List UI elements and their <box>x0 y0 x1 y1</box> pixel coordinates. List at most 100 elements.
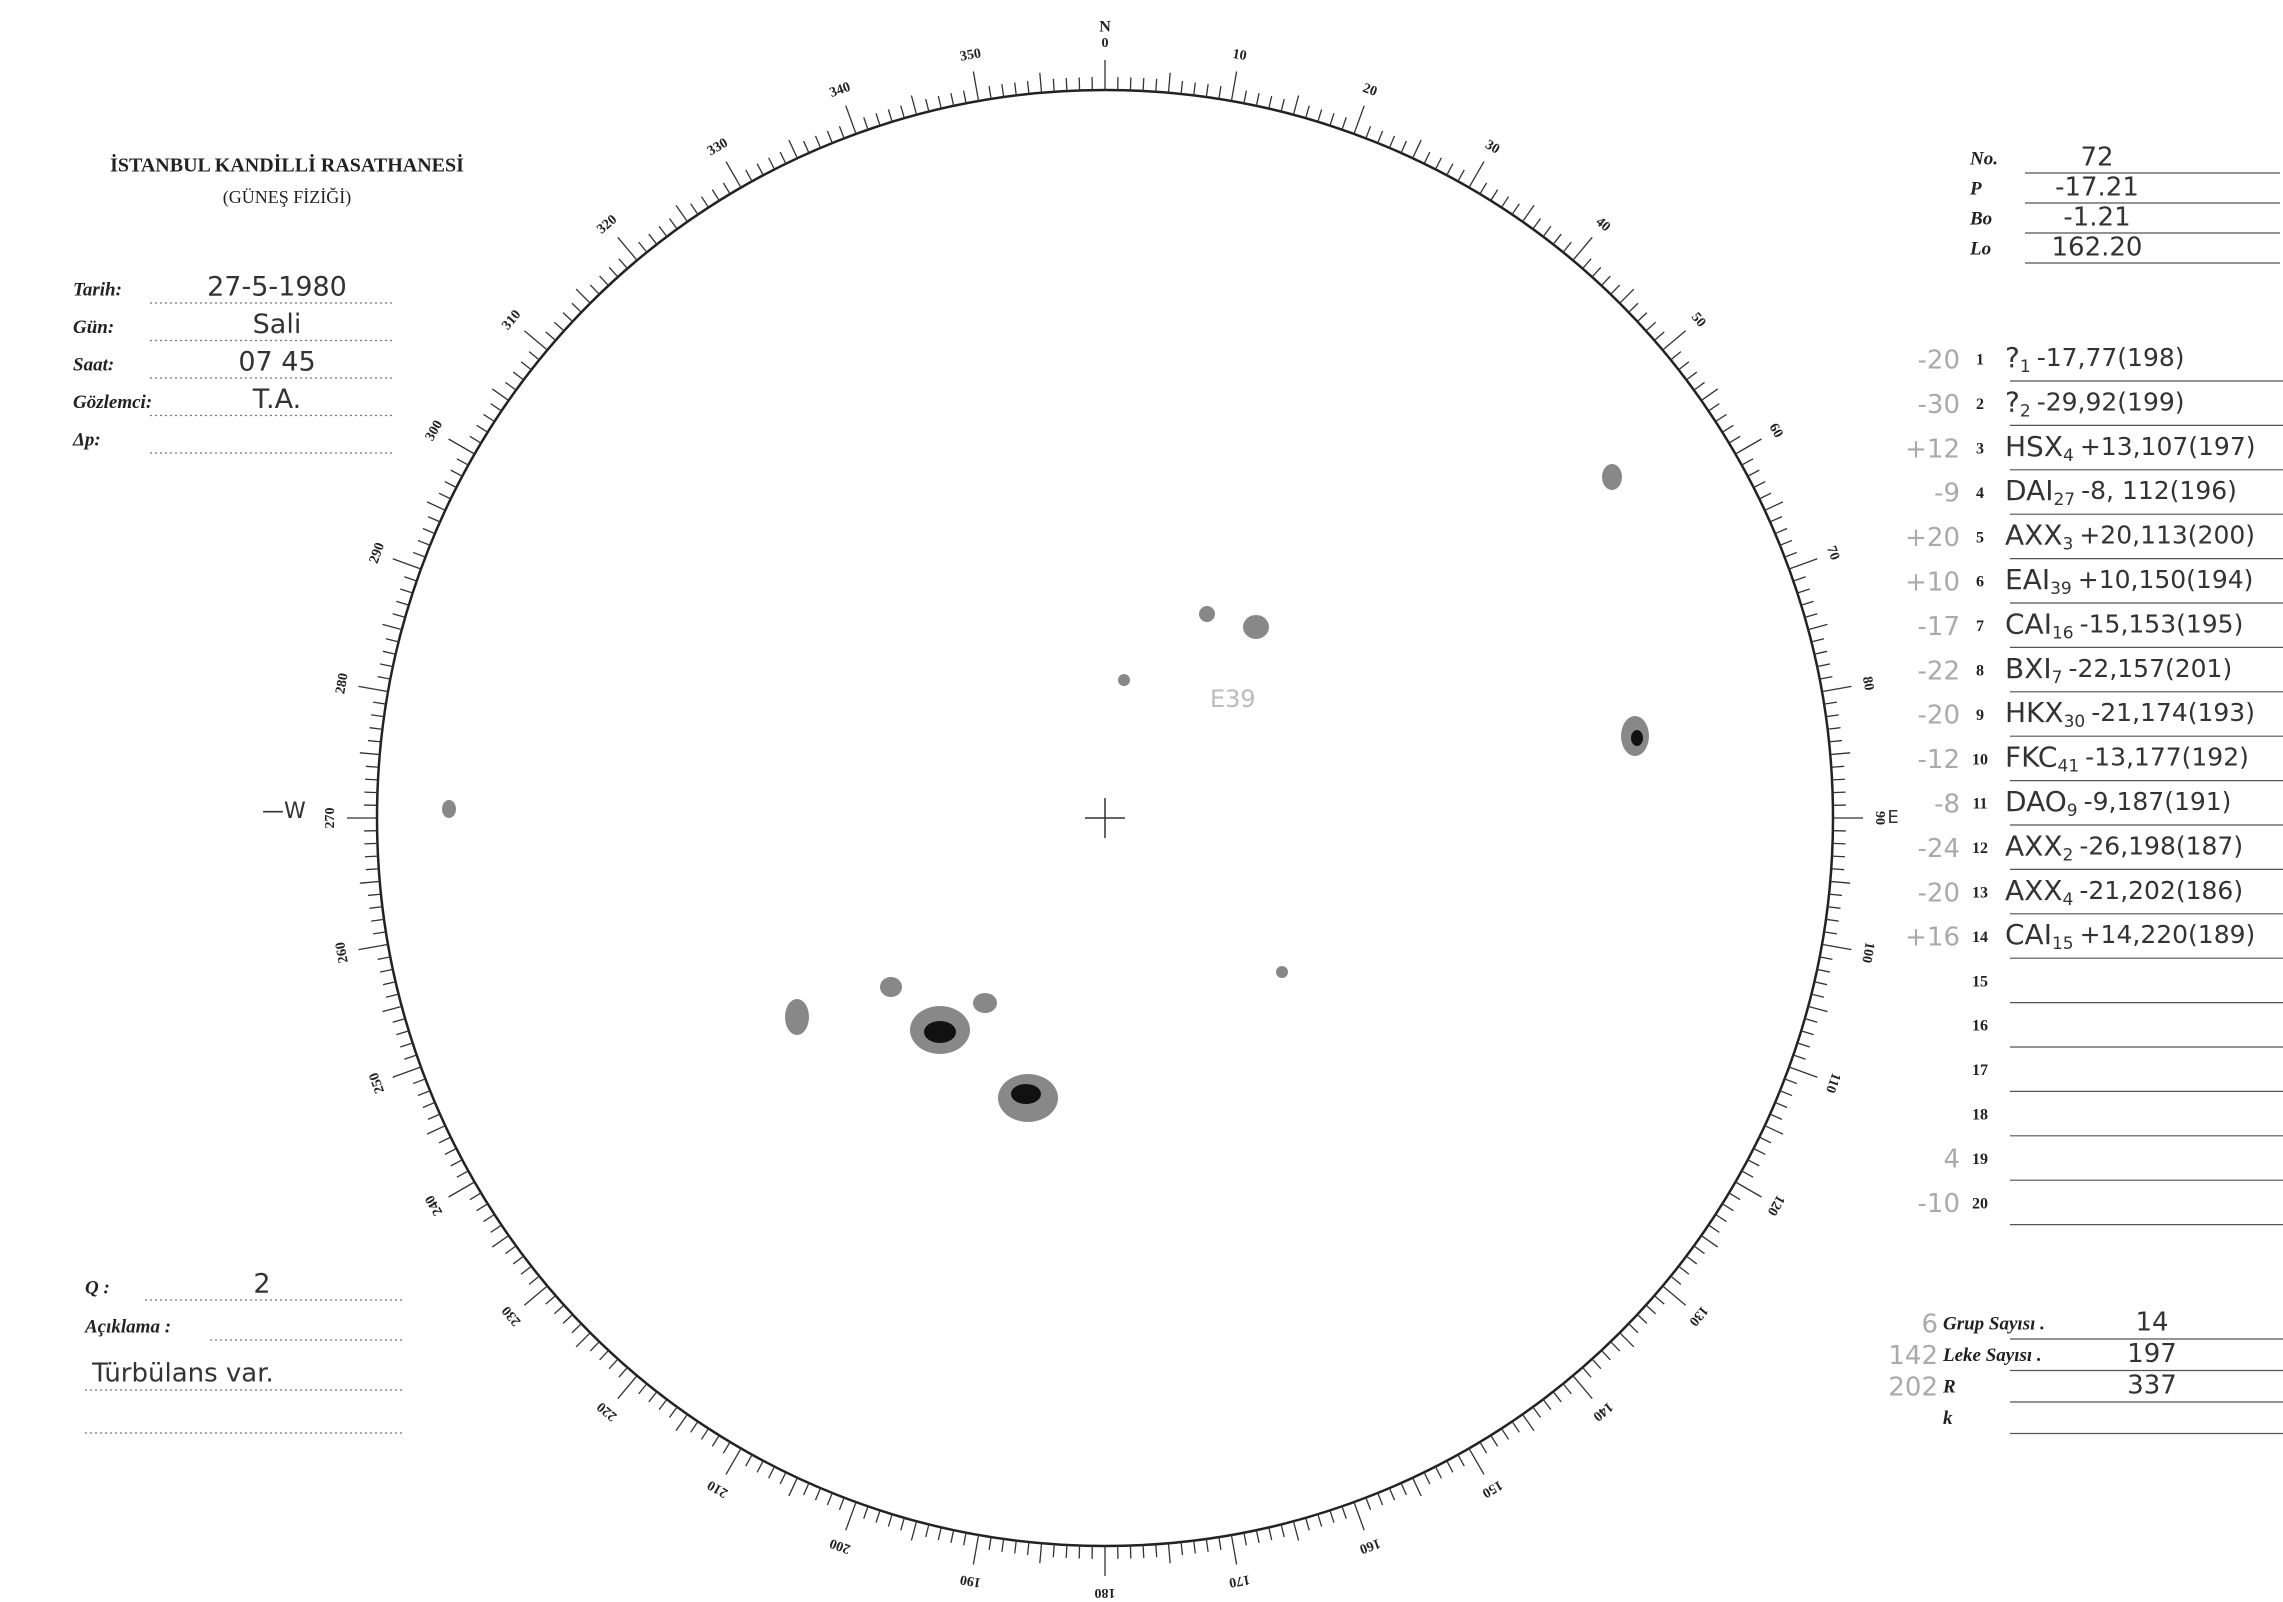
dial-tick <box>1446 1460 1454 1473</box>
dial-tick <box>1601 1349 1611 1361</box>
dial-tick <box>426 1125 446 1135</box>
group-no: 17 <box>1972 1062 1988 1079</box>
dial-tick <box>490 403 502 412</box>
dial-tick <box>863 1506 869 1519</box>
group-entry: DAO9 -9,187(191) <box>2005 785 2231 821</box>
dial-label: 160 <box>1357 1535 1382 1556</box>
group-no: 16 <box>1972 1018 1988 1035</box>
dial-tick <box>369 906 383 909</box>
dial-tick <box>599 275 609 287</box>
group-name: CAI <box>2005 918 2052 951</box>
dial-tick <box>1814 981 1828 986</box>
total-margin: 6 <box>1921 1310 1938 1340</box>
dial-tick <box>1811 993 1825 998</box>
dial-tick <box>1468 161 1485 188</box>
total-label: R <box>1942 1376 1956 1397</box>
dial-tick <box>962 1532 967 1546</box>
dial-tick <box>1816 663 1830 668</box>
dial-tick <box>1645 321 1657 332</box>
dial-tick <box>608 266 619 278</box>
dial-tick <box>1747 1159 1760 1167</box>
dial-tick <box>910 1521 918 1541</box>
dial-tick <box>1788 558 1818 570</box>
group-margin: +20 <box>1905 523 1960 553</box>
dial-tick <box>448 438 475 455</box>
group-no: 3 <box>1976 440 1984 457</box>
dial-label: 220 <box>594 1399 620 1424</box>
dial-tick <box>364 855 379 858</box>
dial-tick <box>1218 1536 1222 1550</box>
dial-tick <box>1255 93 1260 107</box>
dial-label: 190 <box>959 1571 982 1589</box>
group-entry: CAI16 -15,153(195) <box>2005 607 2243 643</box>
dial-tick <box>359 880 380 884</box>
dial-tick <box>725 161 742 188</box>
dial-tick <box>618 258 628 269</box>
dial-label: 250 <box>367 1070 388 1095</box>
group-value: -21,174(193) <box>2091 698 2255 727</box>
dial-tick <box>1831 855 1846 858</box>
spot-label: E39 <box>1210 685 1256 713</box>
dial-tick <box>380 663 394 668</box>
total-margin: 202 <box>1888 1373 1938 1403</box>
dial-tick <box>962 90 967 104</box>
dial-tick <box>369 727 383 730</box>
sunspot <box>973 993 997 1013</box>
dial-tick <box>456 1170 469 1178</box>
dial-tick <box>1014 1540 1017 1554</box>
dial-label: 210 <box>705 1477 731 1500</box>
dial-tick <box>638 241 648 253</box>
group-no: 9 <box>1976 707 1984 724</box>
dial-tick <box>1804 613 1818 618</box>
dial-tick <box>722 182 731 195</box>
dial-tick <box>1365 1497 1372 1511</box>
dial-tick <box>1305 105 1310 119</box>
group-entry: ?2 -29,92(199) <box>2005 385 2185 421</box>
dial-tick <box>690 203 699 215</box>
dial-tick <box>1317 1513 1323 1527</box>
dial-tick <box>1193 1540 1196 1554</box>
dial-label: 60 <box>1766 421 1786 441</box>
dial-tick <box>658 1399 668 1411</box>
dial-tick <box>1811 638 1825 643</box>
dial-tick <box>373 701 387 705</box>
dial-tick <box>448 1181 475 1198</box>
dial-tick <box>490 1224 502 1233</box>
group-no: 19 <box>1972 1151 1988 1168</box>
dial-tick <box>1722 1203 1734 1212</box>
group-value: -8, 112(196) <box>2081 476 2237 505</box>
dial-tick <box>1377 130 1384 144</box>
dial-tick <box>608 1358 619 1370</box>
dial-tick <box>412 551 426 558</box>
group-no: 10 <box>1972 751 1988 768</box>
dial-tick <box>1155 1544 1158 1558</box>
dial-tick <box>456 458 469 466</box>
group-sub: 1 <box>2020 357 2031 377</box>
dial-tick <box>1542 1399 1552 1411</box>
dial-tick <box>617 1375 638 1400</box>
group-margin: +16 <box>1905 923 1960 953</box>
dial-tick <box>845 105 857 135</box>
dial-tick <box>648 233 658 245</box>
dial-tick <box>788 139 798 159</box>
group-value: +20,113(200) <box>2079 521 2255 550</box>
dial-label: 310 <box>499 307 524 333</box>
dial-tick <box>1827 727 1841 730</box>
sunspot <box>1602 464 1622 490</box>
dial-label: 290 <box>367 541 388 566</box>
dial-tick <box>438 1136 451 1144</box>
dial-tick <box>1741 458 1754 466</box>
group-margin: -20 <box>1918 346 1960 376</box>
dial-tick <box>900 1517 905 1531</box>
group-entry: DAI27 -8, 112(196) <box>2005 474 2237 510</box>
group-margin: 4 <box>1943 1145 1960 1175</box>
dial-tick <box>404 1054 417 1060</box>
group-no: 11 <box>1972 796 1987 813</box>
dial-tick <box>658 225 668 237</box>
dial-tick <box>1774 1101 1788 1109</box>
dial-tick <box>417 539 431 546</box>
group-sub: 7 <box>2052 668 2063 688</box>
dial-tick <box>814 1487 822 1501</box>
dial-label: 300 <box>423 418 446 444</box>
dial-tick <box>1821 943 1852 951</box>
